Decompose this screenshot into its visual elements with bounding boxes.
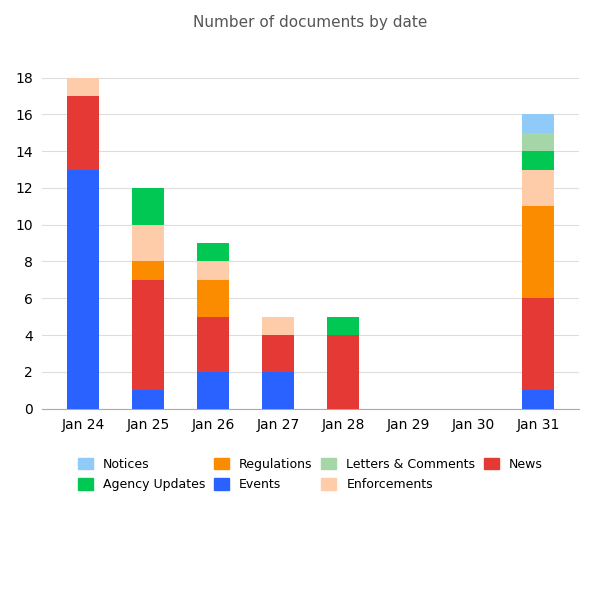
Bar (522, 115, 554, 133)
Bar (67, 77, 100, 96)
Bar (522, 133, 554, 151)
Bar (327, 335, 359, 409)
Bar (67, 170, 100, 409)
Bar (262, 317, 295, 335)
Bar (132, 390, 164, 409)
Bar (197, 317, 229, 372)
Bar (197, 243, 229, 262)
Bar (327, 317, 359, 335)
Bar (132, 225, 164, 262)
Bar (262, 335, 295, 372)
Bar (67, 96, 100, 170)
Legend: Notices, Agency Updates, Regulations, Events, Letters & Comments, Enforcements, : Notices, Agency Updates, Regulations, Ev… (72, 452, 550, 497)
Bar (132, 262, 164, 280)
Bar (197, 372, 229, 409)
Bar (197, 262, 229, 280)
Bar (522, 151, 554, 170)
Bar (262, 372, 295, 409)
Bar (197, 280, 229, 317)
Title: Number of documents by date: Number of documents by date (193, 15, 428, 30)
Bar (132, 188, 164, 225)
Bar (522, 390, 554, 409)
Bar (522, 206, 554, 298)
Bar (132, 280, 164, 390)
Bar (522, 170, 554, 206)
Bar (522, 298, 554, 390)
